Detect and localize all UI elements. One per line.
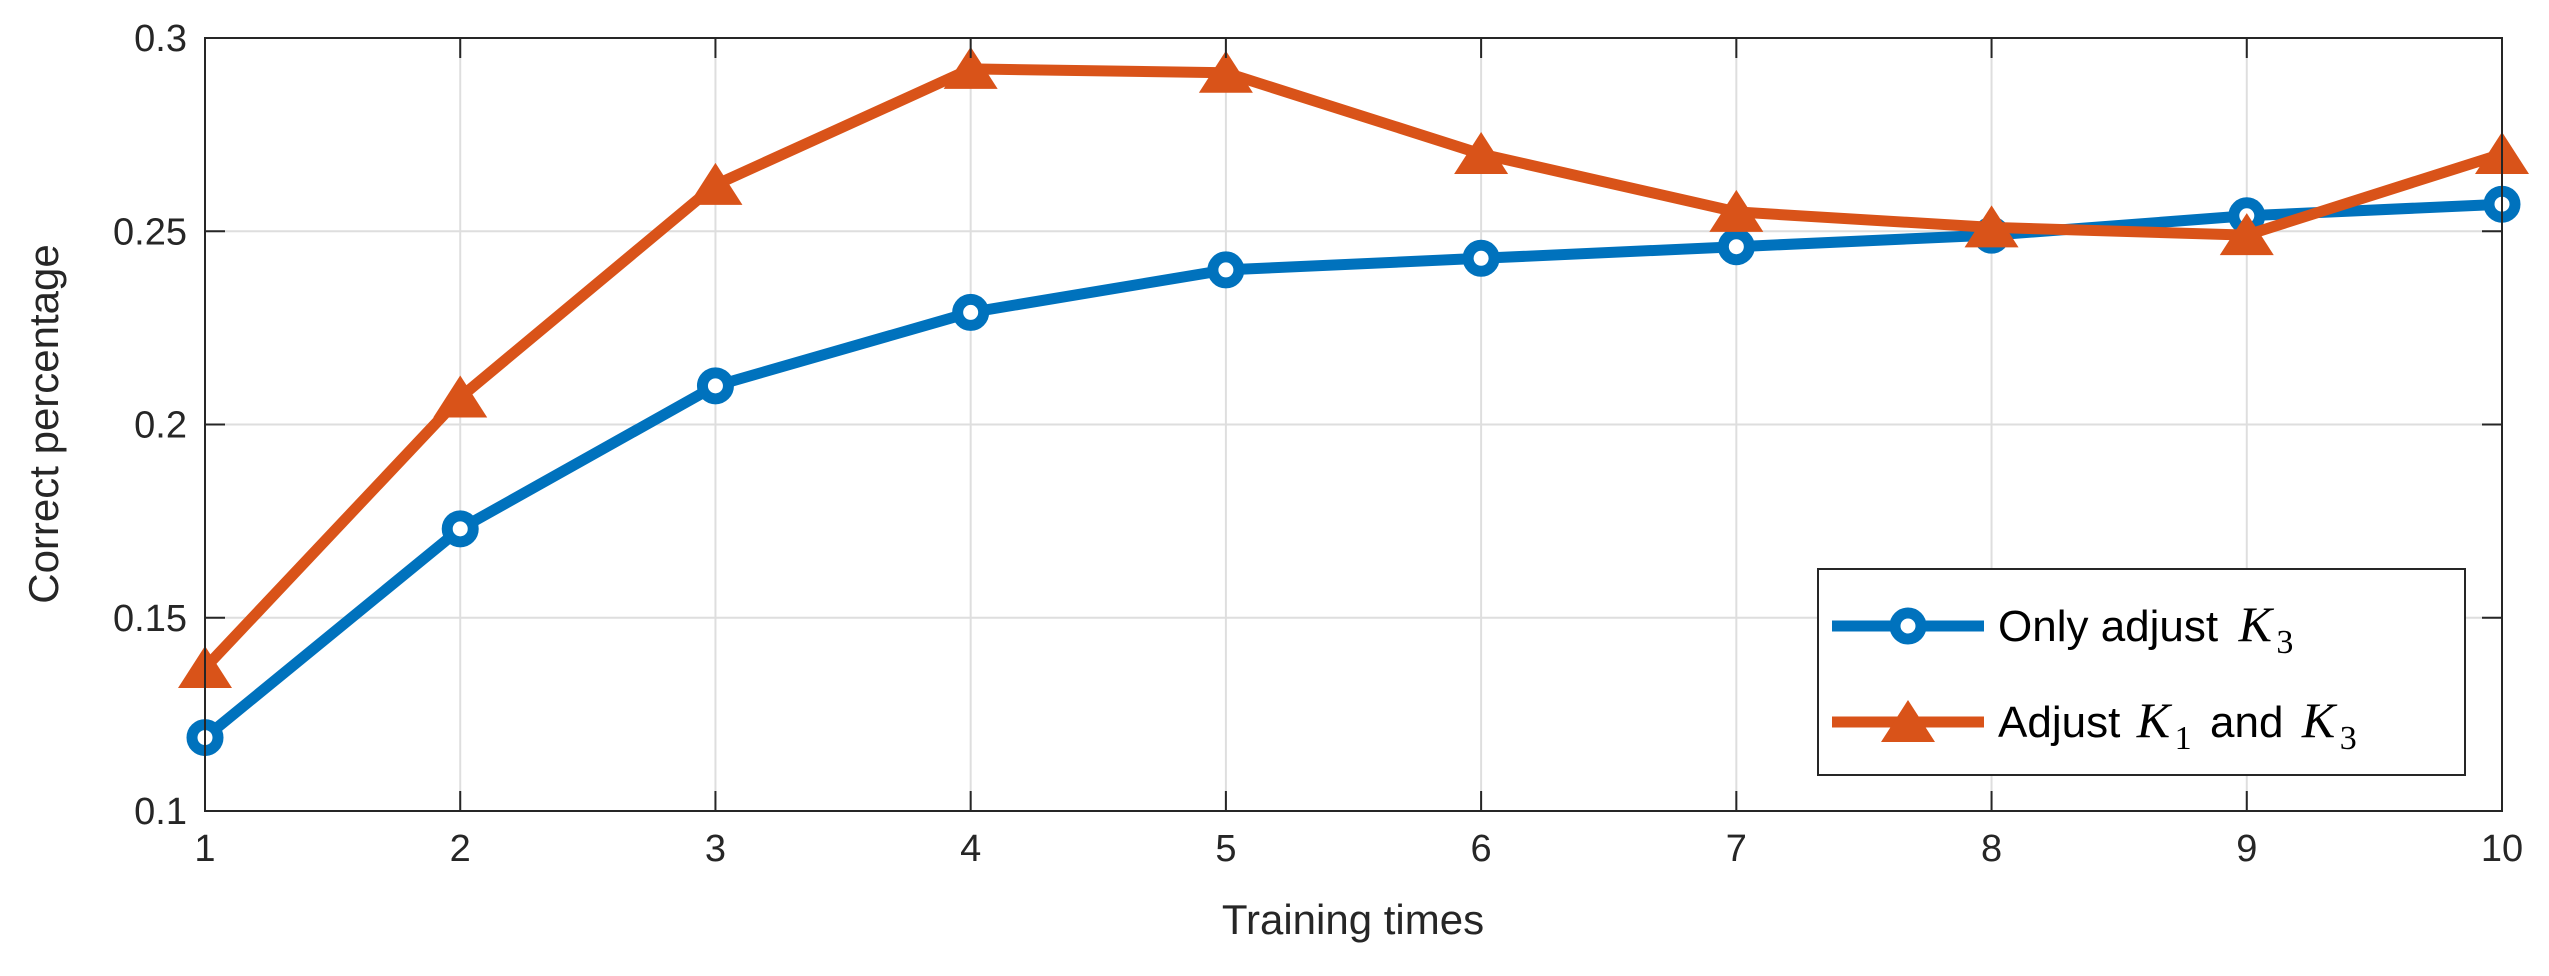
data-point-circle xyxy=(1462,239,1500,277)
x-tick-label: 6 xyxy=(1471,828,1492,870)
x-tick-label: 2 xyxy=(450,828,471,870)
x-tick-labels: 1 2 3 4 5 6 7 8 9 10 xyxy=(194,828,2523,870)
data-point-triangle xyxy=(1709,189,1764,232)
y-tick-label: 0.25 xyxy=(113,211,187,253)
x-tick-label: 5 xyxy=(1215,828,1236,870)
data-point-triangle xyxy=(943,46,998,89)
legend-text-and: and xyxy=(2210,698,2283,747)
legend-marker-triangle xyxy=(1881,700,1935,742)
y-tick-label: 0.2 xyxy=(134,405,187,447)
data-point-triangle xyxy=(1454,131,1509,174)
legend-math-sub-3: 3 xyxy=(2340,720,2357,757)
legend: Only adjust K 3 Adjust K 1 and K 3 xyxy=(1817,568,2466,776)
axis-ticks xyxy=(204,37,2503,812)
x-axis-label: Training times xyxy=(1222,896,1484,943)
x-tick-label: 3 xyxy=(705,828,726,870)
x-tick-label: 7 xyxy=(1726,828,1747,870)
legend-math-k: K xyxy=(2136,692,2173,748)
y-axis-label: Correct percentage xyxy=(20,244,67,604)
data-point-triangle xyxy=(2219,213,2274,256)
x-tick-label: 1 xyxy=(194,828,215,870)
data-point-circle xyxy=(952,293,990,331)
legend-math-sub-3: 3 xyxy=(2276,624,2293,661)
legend-label-series-2: Adjust K 1 and K 3 xyxy=(1998,692,2357,757)
x-tick-label: 8 xyxy=(1981,828,2002,870)
legend-math-sub-1: 1 xyxy=(2175,720,2192,757)
legend-math-k: K xyxy=(2238,596,2275,652)
x-tick-label: 4 xyxy=(960,828,981,870)
legend-entry-only-adjust-k3: Only adjust K 3 xyxy=(1832,596,2293,661)
data-point-circle xyxy=(441,510,479,548)
y-tick-label: 0.15 xyxy=(113,598,187,640)
legend-marker-circle xyxy=(1889,607,1927,645)
data-point-circle xyxy=(1207,251,1245,289)
legend-text-adjust: Adjust xyxy=(1998,698,2120,747)
x-tick-label: 9 xyxy=(2236,828,2257,870)
series-layer xyxy=(178,46,2529,757)
series-2-line xyxy=(200,63,2504,672)
series-2 xyxy=(178,46,2529,688)
legend-text-only-adjust: Only adjust xyxy=(1998,602,2218,651)
y-tick-label: 0.1 xyxy=(134,791,187,833)
data-point-circle xyxy=(696,367,734,405)
data-point-triangle xyxy=(1964,205,2019,248)
legend-math-k: K xyxy=(2301,692,2338,748)
data-point-triangle xyxy=(433,375,488,418)
y-tick-label: 0.3 xyxy=(134,18,187,60)
data-point-triangle xyxy=(1198,50,1253,93)
legend-label-series-1: Only adjust K 3 xyxy=(1998,596,2293,661)
x-tick-label: 10 xyxy=(2481,828,2523,870)
data-point-triangle xyxy=(688,162,743,205)
legend-entry-adjust-k1-and-k3: Adjust K 1 and K 3 xyxy=(1832,692,2357,757)
y-tick-labels: 0.1 0.15 0.2 0.25 0.3 xyxy=(113,18,187,833)
data-point-circle xyxy=(1717,228,1755,266)
series-1-line xyxy=(201,198,2503,742)
